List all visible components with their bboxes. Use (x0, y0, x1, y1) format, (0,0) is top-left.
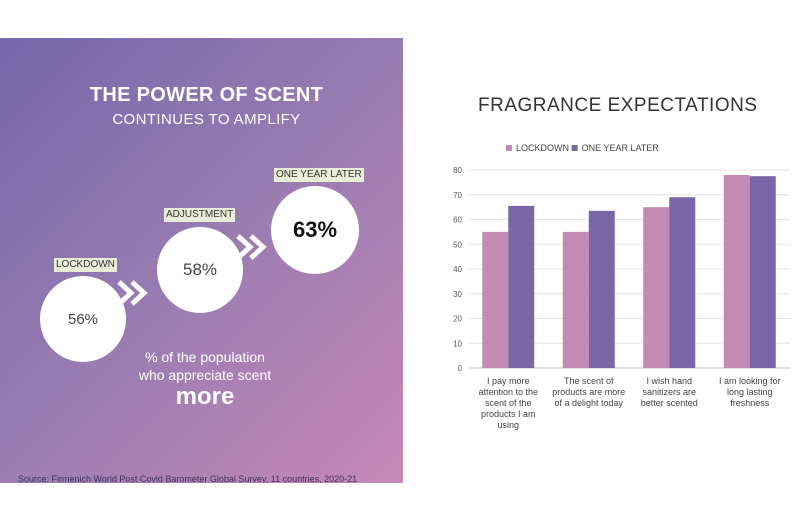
x-tick-label: attention to the (478, 387, 538, 397)
caption-line-2: who appreciate scent (138, 367, 272, 383)
x-tick-label: I wish hand (646, 376, 692, 386)
double-chevron-icon (236, 234, 267, 260)
y-tick-label: 40 (453, 265, 462, 274)
source-note: Source: Firmenich World Post Covid Barom… (18, 474, 358, 483)
x-tick-label: scent of the (485, 398, 532, 408)
stage-value-lockdown: 56% (67, 310, 99, 328)
x-tick-label: products are more (552, 387, 625, 397)
legend-swatch (506, 145, 512, 151)
y-tick-label: 30 (453, 290, 462, 299)
y-tick-label: 50 (453, 240, 462, 249)
population-caption: % of the population who appreciate scent (110, 348, 300, 384)
legend-label: LOCKDOWN (516, 143, 569, 153)
bar (723, 174, 750, 368)
bar (562, 231, 589, 368)
y-tick-label: 60 (453, 216, 462, 225)
x-tick-label: I pay more (487, 376, 530, 386)
double-chevron-icon (117, 280, 148, 306)
bar (482, 231, 509, 368)
x-tick-label: sanitizers are (642, 387, 696, 397)
stage-label-lockdown: LOCKDOWN (54, 258, 117, 272)
bar (643, 207, 670, 368)
x-tick-label: using (497, 420, 519, 430)
legend-label: ONE YEAR LATER (582, 143, 660, 153)
bar (588, 210, 615, 368)
stage-label-adjustment: ADJUSTMENT (164, 208, 236, 222)
caption-line-1: % of the population (145, 349, 265, 365)
x-tick-label: long lasting (727, 387, 773, 397)
x-tick-label: of a delight today (554, 398, 623, 408)
stage-value-one-year-later: 63% (292, 217, 338, 242)
y-tick-label: 20 (453, 315, 462, 324)
caption-emphasis: more (175, 383, 235, 410)
bar (669, 197, 696, 368)
y-tick-label: 0 (458, 364, 463, 373)
stage-label-one-year-later: ONE YEAR LATER (274, 168, 364, 182)
stage-circle-adjustment: 58% (157, 227, 243, 313)
x-tick-label: The scent of (564, 376, 614, 386)
x-tick-label: I am looking for (719, 376, 781, 386)
x-tick-label: products I am (481, 409, 536, 419)
infographic-panel: THE POWER OF SCENT CONTINUES TO AMPLIFY … (0, 38, 403, 483)
stage-value-adjustment: 58% (182, 260, 218, 279)
chart-title: FRAGRANCE EXPECTATIONS (478, 95, 758, 116)
legend-swatch (571, 145, 578, 151)
infographic-title: THE POWER OF SCENT (89, 84, 324, 106)
x-tick-label: better scented (641, 398, 698, 408)
y-tick-label: 80 (453, 166, 462, 175)
x-tick-label: freshness (730, 398, 770, 408)
bar (508, 205, 535, 368)
bar (749, 176, 776, 368)
stage-circle-one-year-later: 63% (271, 186, 359, 274)
bar-chart: 0 10 20 30 40 50 60 70 80 LOCKDOWN ONE YEAR LATER I… (453, 143, 790, 430)
infographic-subtitle: CONTINUES TO AMPLIFY (112, 111, 301, 128)
y-tick-label: 70 (453, 191, 462, 200)
stage-circle-lockdown: 56% (40, 276, 126, 362)
y-tick-label: 10 (453, 339, 462, 348)
